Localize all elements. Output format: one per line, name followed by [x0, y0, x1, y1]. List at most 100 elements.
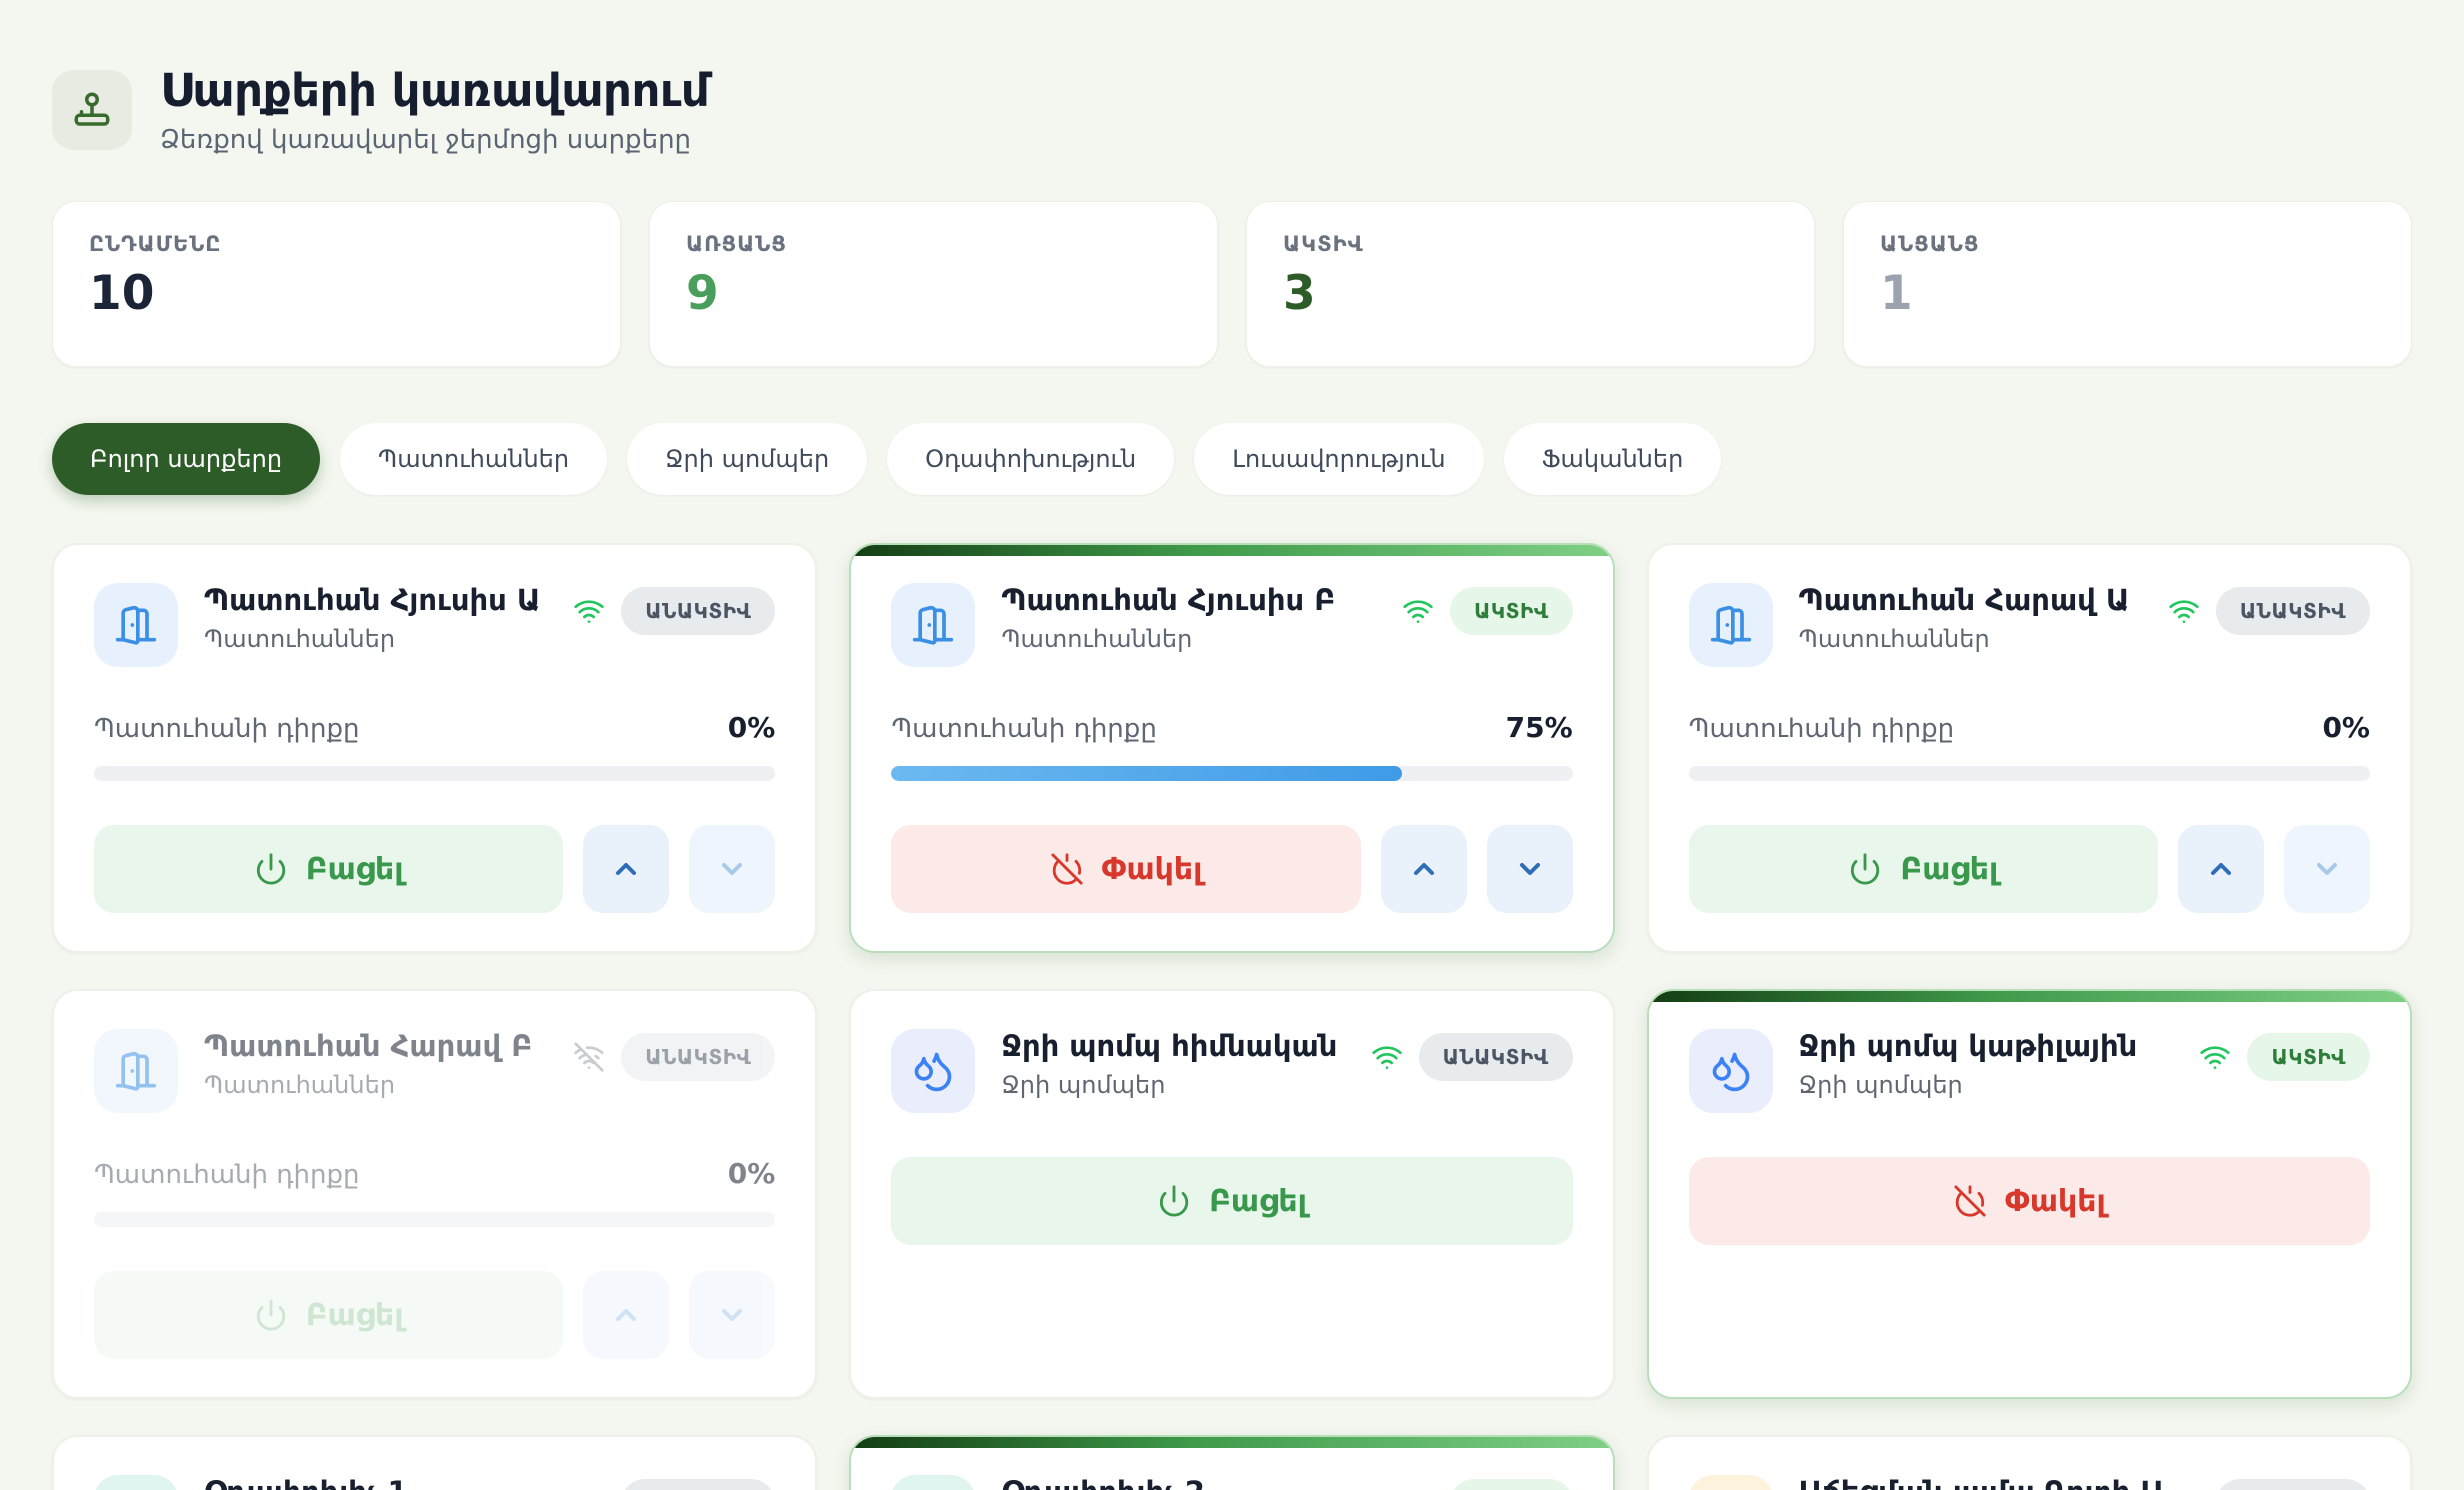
droplets-icon: [1688, 1029, 1773, 1113]
turn-off-button[interactable]: Փակել: [1688, 1157, 2370, 1245]
door-open-icon: [94, 1029, 178, 1113]
position-value: 0%: [727, 711, 776, 744]
device-name: Ջրի պոմպ կաթիլային: [1798, 1029, 2138, 1063]
stat-value: 9: [686, 266, 719, 321]
position-label: Պատուհանի դիրքը: [94, 1160, 360, 1190]
device-name: Օդափոխիչ 2: [1001, 1475, 1212, 1490]
stat-label: ԱՌՑԱՆՑ: [686, 232, 787, 256]
wifi-icon: [2168, 595, 2200, 627]
wifi-icon: [1402, 595, 1434, 627]
position-progressbar: [1688, 766, 2370, 781]
power-icon: [1848, 852, 1882, 886]
page-title: Սարքերի կառավարում: [160, 64, 710, 117]
page-header: Սարքերի կառավարում Ձեռքով կառավարել ջերմ…: [52, 64, 2412, 155]
device-category: Պատուհաններ: [204, 625, 396, 653]
door-open-icon: [891, 583, 976, 667]
device-category: Ջրի պոմպեր: [1798, 1071, 1963, 1099]
chevron-down-icon: [716, 1299, 748, 1331]
position-value: 75%: [1505, 711, 1573, 744]
stat-label: ԱԿՏԻՎ: [1283, 232, 1364, 256]
sun-icon: [1688, 1475, 1773, 1490]
filter-tab[interactable]: Բոլոր սարքերը: [52, 423, 321, 495]
device-card: Ջրի պոմպ կաթիլային Ջրի պոմպեր ԱԿՏԻՎ Փակել: [1646, 989, 2412, 1399]
chevron-down-icon: [716, 853, 748, 885]
filter-tab[interactable]: Պատուհաններ: [340, 423, 608, 495]
wifi-icon: [1371, 1041, 1403, 1073]
power-off-icon: [1953, 1184, 1987, 1218]
step-up-button[interactable]: [2177, 825, 2264, 913]
power-icon: [254, 852, 288, 886]
step-up-button[interactable]: [583, 825, 670, 913]
device-card: Օդափոխիչ 1ՕդափոխությունԱՆԱԿՏԻՎԲացել: [52, 1435, 818, 1490]
position-progress-fill: [891, 766, 1403, 781]
device-name: Պատուհան Հյուսիս Ա: [204, 583, 541, 617]
device-name: Օդափոխիչ 1: [204, 1475, 415, 1490]
device-card: Պատուհան Հյուսիս Ա Պատուհաններ ԱՆԱԿՏԻՎ Պատո…: [52, 543, 818, 953]
wind-icon: [891, 1475, 976, 1490]
stat-label: ԱՆՑԱՆՑ: [1880, 232, 1980, 256]
filter-tab[interactable]: Ֆականներ: [1503, 423, 1722, 495]
header-titles: Սարքերի կառավարում Ձեռքով կառավարել ջերմ…: [160, 64, 710, 155]
door-open-icon: [94, 583, 178, 667]
power-icon: [254, 1298, 288, 1332]
active-gradient-bar: [851, 1437, 1613, 1448]
step-down-button[interactable]: [689, 825, 776, 913]
device-card: Օդափոխիչ 2ՕդափոխությունԱԿՏԻՎՓակել: [849, 1435, 1615, 1490]
status-badge: ԱԿՏԻՎ: [1450, 587, 1573, 635]
position-progressbar: [94, 766, 776, 781]
turn-off-button[interactable]: Փակել: [891, 825, 1361, 913]
filter-tab[interactable]: Օդափոխություն: [887, 423, 1175, 495]
action-button-label: Բացել: [1900, 851, 1999, 887]
position-label: Պատուհանի դիրքը: [1688, 714, 1955, 744]
position-label: Պատուհանի դիրքը: [891, 714, 1157, 744]
turn-on-button[interactable]: Բացել: [1688, 825, 2158, 913]
step-up-button[interactable]: [583, 1271, 670, 1359]
device-name: Ջրի պոմպ հիմնական: [1001, 1029, 1338, 1063]
chevron-up-icon: [2205, 853, 2237, 885]
device-category: Պատուհաններ: [1001, 625, 1193, 653]
device-category: Ջրի պոմպեր: [1001, 1071, 1166, 1099]
step-down-button[interactable]: [689, 1271, 776, 1359]
status-badge: ԱՆԱԿՏԻՎ: [621, 1033, 776, 1081]
stat-card: ԱՆՑԱՆՑ 1: [1843, 201, 2412, 367]
step-down-button[interactable]: [2283, 825, 2370, 913]
power-off-icon: [1050, 852, 1084, 886]
device-card: Պատուհան Հարավ Բ Պատուհաններ ԱՆԱԿՏԻՎ Պատուհ…: [52, 989, 818, 1399]
position-value: 0%: [727, 1157, 776, 1190]
device-name: Պատուհան Հարավ Ա: [1798, 583, 2130, 617]
wifi-icon: [2199, 1041, 2231, 1073]
device-name: Աճեցման լամպ Գոտի Ա: [1799, 1475, 2164, 1490]
stat-label: ԸՆԴԱՄԵՆԸ: [89, 232, 222, 256]
filter-tab[interactable]: Ջրի պոմպեր: [627, 423, 868, 495]
wifi-off-icon: [573, 1041, 605, 1073]
device-name: Պատուհան Հարավ Բ: [204, 1029, 533, 1063]
stat-value: 1: [1880, 266, 1913, 321]
turn-on-button[interactable]: Բացել: [891, 1157, 1573, 1245]
chevron-up-icon: [1408, 853, 1440, 885]
wifi-icon: [573, 595, 605, 627]
action-button-label: Փակել: [2004, 1183, 2106, 1219]
filter-tabs: Բոլոր սարքերը Պատուհաններ Ջրի պոմպեր Օդափոխ…: [52, 423, 2412, 495]
turn-on-button[interactable]: Բացել: [94, 825, 564, 913]
action-button-label: Բացել: [305, 1297, 404, 1333]
active-gradient-bar: [1648, 991, 2410, 1002]
device-card: Պատուհան Հյուսիս Բ Պատուհաններ ԱԿՏԻՎ Պատուհ…: [849, 543, 1615, 953]
step-up-button[interactable]: [1380, 825, 1467, 913]
status-badge: ԱՆԱԿՏԻՎ: [2215, 587, 2370, 635]
active-gradient-bar: [851, 545, 1613, 556]
devices-grid: Պատուհան Հյուսիս Ա Պատուհաններ ԱՆԱԿՏԻՎ Պատո…: [52, 543, 2412, 1490]
turn-on-button[interactable]: Բացել: [94, 1271, 564, 1359]
step-down-button[interactable]: [1486, 825, 1573, 913]
position-value: 0%: [2322, 711, 2370, 744]
stat-value: 3: [1283, 266, 1316, 321]
filter-tab[interactable]: Լուսավորություն: [1194, 423, 1484, 495]
chevron-up-icon: [610, 1299, 642, 1331]
status-badge: ԱՆԱԿՏԻՎ: [1418, 1033, 1573, 1081]
wind-icon: [94, 1475, 178, 1490]
action-button-label: Բացել: [305, 851, 404, 887]
stat-card: ԱՌՑԱՆՑ 9: [649, 201, 1218, 367]
chevron-up-icon: [610, 853, 642, 885]
joystick-icon: [52, 69, 132, 150]
chevron-down-icon: [1514, 853, 1546, 885]
page-subtitle: Ձեռքով կառավարել ջերմոցի սարքերը: [160, 125, 692, 155]
